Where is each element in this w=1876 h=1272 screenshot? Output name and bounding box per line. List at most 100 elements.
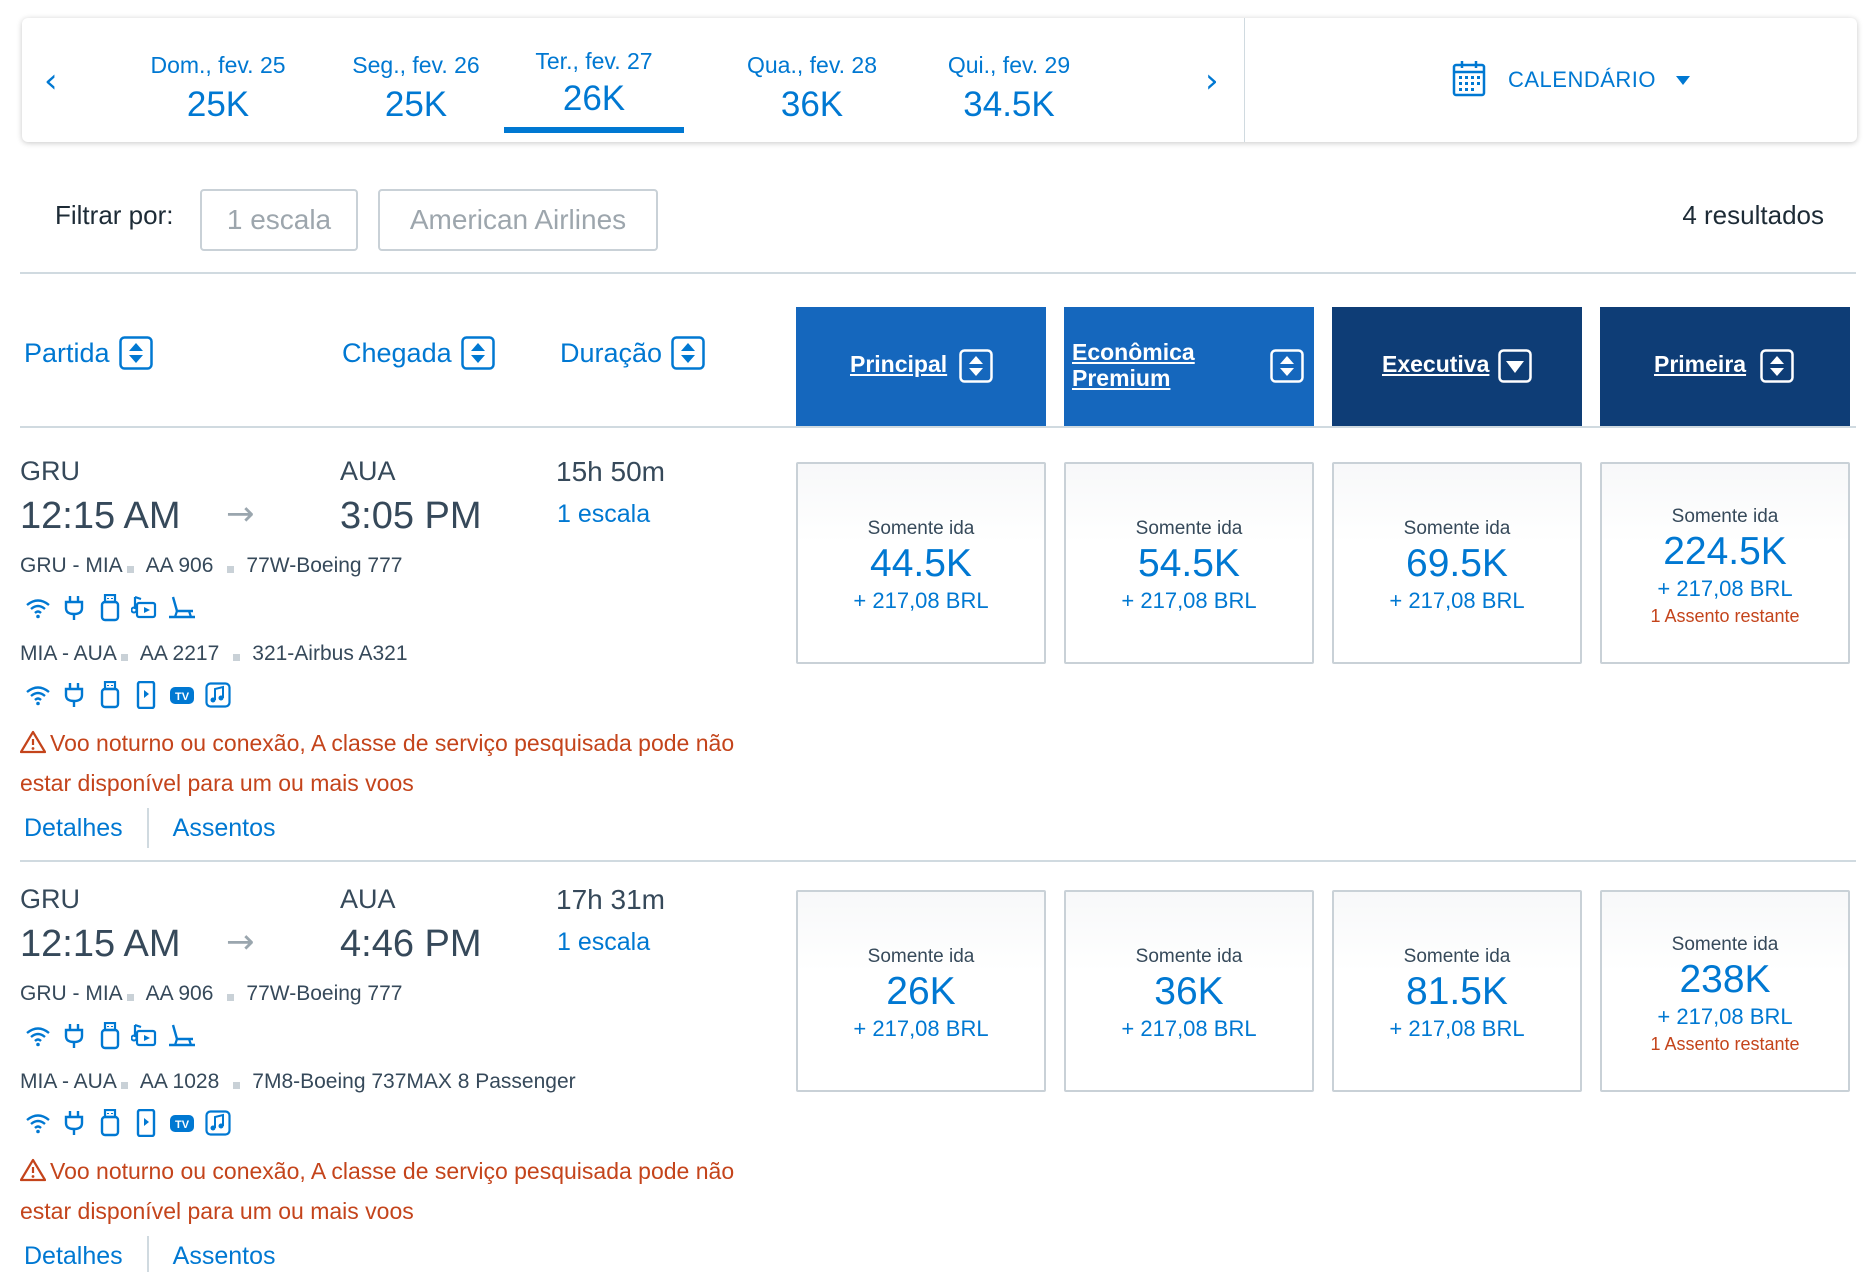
results-count: 4 resultados <box>1682 200 1824 230</box>
wifi-icon <box>20 680 56 710</box>
date-option-fev-28[interactable]: Qua., fev. 28 36K <box>722 18 902 142</box>
sort-both-icon <box>1270 349 1304 383</box>
cabin-label: Econômica <box>1072 339 1195 365</box>
cabin-tab-economica-premium[interactable]: Econômica Premium <box>1064 307 1314 426</box>
fare-option[interactable]: Somente ida 224.5K + 217,08 BRL 1 Assento r… <box>1600 462 1850 664</box>
sort-departure-label: Partida <box>24 337 110 368</box>
separator-square <box>233 1081 241 1089</box>
entertainment-icon <box>128 1021 164 1051</box>
calendar-dropdown-button[interactable]: CALENDÁRIO <box>1452 58 1691 102</box>
wifi-icon <box>20 593 56 623</box>
sort-arrival-label: Chegada <box>342 337 452 368</box>
svg-text:TV: TV <box>175 691 190 703</box>
selected-date-underline <box>504 127 684 133</box>
calendar-label: CALENDÁRIO <box>1508 67 1657 92</box>
segment-info: MIA - AUA AA 1028 7M8-Boeing 737MAX 8 Pass… <box>20 1070 576 1094</box>
departure-time: 12:15 AM <box>20 495 181 537</box>
fare-miles: 26K <box>886 970 956 1013</box>
departure-time: 12:15 AM <box>20 923 181 965</box>
divider <box>20 272 1856 274</box>
stops-link[interactable]: 1 escala <box>557 928 651 956</box>
filter-chip-airline[interactable]: American Airlines <box>378 189 658 251</box>
cabin-label: Primeira <box>1654 351 1747 377</box>
origin-airport: GRU <box>20 884 80 914</box>
segment-route: GRU - MIA <box>20 982 123 1005</box>
date-label: Seg., fev. 26 <box>352 52 480 78</box>
fare-miles: 69.5K <box>1406 542 1508 585</box>
arrow-right-icon: → <box>226 494 255 534</box>
fare-miles: 81.5K <box>1406 970 1508 1013</box>
warning-icon <box>19 1156 47 1193</box>
segment-aircraft: 321-Airbus A321 <box>252 642 408 665</box>
next-dates-arrow-icon[interactable]: › <box>1205 61 1219 101</box>
date-option-fev-25[interactable]: Dom., fev. 25 25K <box>128 18 308 142</box>
date-label: Qui., fev. 29 <box>947 52 1071 78</box>
warning-text: Voo noturno ou conexão, A classe de serv… <box>50 730 735 756</box>
cabin-tab-principal[interactable]: Principal <box>796 307 1046 426</box>
fare-option[interactable]: Somente ida 54.5K + 217,08 BRL <box>1064 462 1314 664</box>
power-icon <box>56 1108 92 1138</box>
separator-square <box>120 1081 128 1089</box>
sort-arrival-button[interactable]: Chegada <box>342 336 495 370</box>
fare-type: Somente ida <box>1671 934 1779 955</box>
music-icon <box>200 680 236 710</box>
row-links: Detalhes Assentos <box>24 808 276 848</box>
seats-link[interactable]: Assentos <box>172 813 276 842</box>
fare-option[interactable]: Somente ida 26K + 217,08 BRL <box>796 890 1046 1092</box>
sort-duration-button[interactable]: Duração <box>560 336 705 370</box>
fare-option[interactable]: Somente ida 238K + 217,08 BRL 1 Assento res… <box>1600 890 1850 1092</box>
previous-dates-arrow-icon[interactable]: ‹ <box>44 61 58 101</box>
fare-taxes: + 217,08 BRL <box>1389 588 1525 613</box>
sort-duration-label: Duração <box>560 337 663 368</box>
filter-chip-stops[interactable]: 1 escala <box>200 189 358 251</box>
origin-airport: GRU <box>20 456 80 486</box>
date-option-fev-27-selected[interactable]: Ter., fev. 27 26K <box>504 18 684 142</box>
segment-route: MIA - AUA <box>20 642 117 665</box>
date-label: Dom., fev. 25 <box>150 52 286 78</box>
warning-message: Voo noturno ou conexão, A classe de serv… <box>19 725 760 802</box>
warning-text: estar disponível para um ou mais voos <box>20 1198 414 1224</box>
fare-type: Somente ida <box>867 946 975 967</box>
date-price: 36K <box>780 85 844 124</box>
details-link[interactable]: Detalhes <box>24 813 123 842</box>
device-entertainment-icon <box>128 1108 164 1138</box>
date-option-fev-29[interactable]: Qui., fev. 29 34.5K <box>919 18 1099 142</box>
cabin-tab-primeira[interactable]: Primeira <box>1600 307 1850 426</box>
segment-aircraft: 77W-Boeing 777 <box>246 554 403 577</box>
segment-amenities: TV <box>20 1108 236 1138</box>
cabin-label-line2: Premium <box>1072 365 1171 391</box>
fare-taxes: + 217,08 BRL <box>1389 1016 1525 1041</box>
details-link[interactable]: Detalhes <box>24 1241 123 1270</box>
sort-both-icon <box>1760 349 1794 383</box>
sort-departure-button[interactable]: Partida <box>24 336 153 370</box>
flight-duration: 15h 50m <box>556 456 665 487</box>
destination-airport: AUA <box>340 456 396 486</box>
date-option-fev-26[interactable]: Seg., fev. 26 25K <box>326 18 506 142</box>
fare-option[interactable]: Somente ida 81.5K + 217,08 BRL <box>1332 890 1582 1092</box>
destination-airport: AUA <box>340 884 396 914</box>
cabin-tab-executiva[interactable]: Executiva <box>1332 307 1582 426</box>
separator-square <box>233 653 241 661</box>
seats-link[interactable]: Assentos <box>172 1241 276 1270</box>
fare-option[interactable]: Somente ida 36K + 217,08 BRL <box>1064 890 1314 1092</box>
fare-taxes: + 217,08 BRL <box>1657 576 1793 601</box>
usb-icon <box>92 593 128 623</box>
fare-miles: 44.5K <box>870 542 972 585</box>
fare-taxes: + 217,08 BRL <box>853 1016 989 1041</box>
segment-info: GRU - MIA AA 906 77W-Boeing 777 <box>20 982 402 1006</box>
music-icon <box>200 1108 236 1138</box>
flight-row: GRU 12:15 AM → AUA 4:46 PM 17h 31m 1 escala GRU… <box>0 858 1876 1272</box>
fare-option[interactable]: Somente ida 69.5K + 217,08 BRL <box>1332 462 1582 664</box>
segment-amenities <box>20 1021 200 1051</box>
date-label: Ter., fev. 27 <box>535 48 653 74</box>
lie-flat-seat-icon <box>164 593 200 623</box>
fare-miles: 224.5K <box>1663 530 1787 573</box>
link-separator <box>146 808 149 848</box>
warning-icon <box>19 728 47 765</box>
segment-flight-number: AA 906 <box>145 554 214 577</box>
entertainment-icon <box>128 593 164 623</box>
separator-square <box>227 565 235 573</box>
sort-both-icon <box>460 336 495 370</box>
stops-link[interactable]: 1 escala <box>557 500 651 528</box>
fare-option[interactable]: Somente ida 44.5K + 217,08 BRL <box>796 462 1046 664</box>
